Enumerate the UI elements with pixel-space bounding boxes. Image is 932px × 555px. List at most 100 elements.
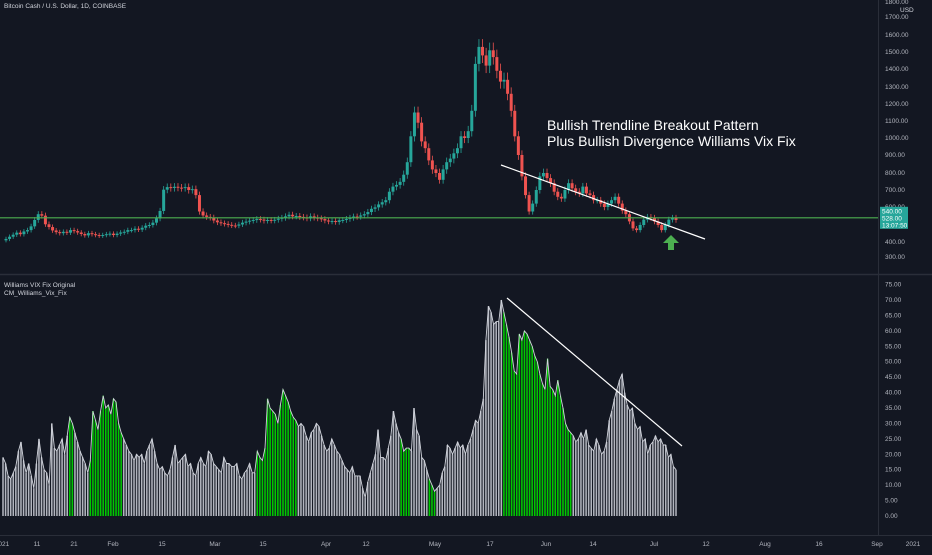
time-tick-label: 2021 <box>906 541 921 548</box>
candle-body <box>470 110 474 132</box>
candle-body <box>144 225 148 228</box>
candle-body <box>653 217 657 222</box>
candle-body <box>520 155 524 177</box>
candle-body <box>667 219 671 225</box>
candle-body <box>176 186 180 188</box>
price-tick-label: 1500.00 <box>885 49 909 56</box>
price-tick-label: 1300.00 <box>885 84 909 91</box>
candle-body <box>273 219 277 221</box>
candle-body <box>524 176 528 196</box>
candle-body <box>670 217 674 220</box>
candle-body <box>412 112 416 137</box>
vix-tick-label: 70.00 <box>885 297 902 304</box>
candle-body <box>452 153 456 159</box>
candle-body <box>477 46 481 64</box>
symbol-label: Bitcoin Cash / U.S. Dollar, 1D, COINBASE <box>4 3 127 10</box>
candle-body <box>481 46 485 56</box>
candle-body <box>230 224 234 226</box>
candle-body <box>90 233 94 235</box>
candle-body <box>15 232 19 235</box>
candle-body <box>423 141 427 149</box>
candle-body <box>362 214 366 216</box>
candle-body <box>298 216 302 217</box>
price-tick-label: 1200.00 <box>885 101 909 108</box>
candle-body <box>606 203 610 207</box>
vix-tick-label: 25.00 <box>885 436 902 443</box>
vix-tick-label: 0.00 <box>885 513 898 520</box>
candle-body <box>258 219 262 221</box>
vix-tick-label: 75.00 <box>885 282 902 289</box>
candle-body <box>577 191 581 194</box>
time-tick-label: Jul <box>650 541 659 548</box>
candle-body <box>341 219 345 221</box>
time-tick-label: 11 <box>34 541 41 548</box>
candle-body <box>459 136 463 149</box>
candle-body <box>531 203 535 212</box>
time-tick-label: 21 <box>70 541 78 548</box>
up-arrow-icon <box>663 235 679 250</box>
candle-body <box>291 214 295 217</box>
price-trendline <box>500 164 706 240</box>
candle-body <box>513 110 517 137</box>
candle-body <box>169 187 173 189</box>
vix-trendline <box>506 297 683 447</box>
candle-body <box>556 191 560 197</box>
candle-body <box>126 230 130 232</box>
price-tick-label: 1800.00 <box>885 0 909 6</box>
time-tick-label: 2021 <box>0 541 10 548</box>
time-tick-label: 15 <box>259 541 267 548</box>
candle-body <box>194 189 198 196</box>
candle-body <box>8 236 12 239</box>
time-tick-label: 17 <box>486 541 494 548</box>
candle-body <box>488 50 492 66</box>
candle-body <box>359 215 363 217</box>
candle-body <box>502 79 506 82</box>
vix-bars-group <box>2 300 677 516</box>
candle-body <box>330 221 334 223</box>
vix-tick-label: 10.00 <box>885 482 902 489</box>
candle-body <box>620 203 624 211</box>
candle-body <box>409 136 413 163</box>
price-tick-label: 1100.00 <box>885 118 908 125</box>
candle-body <box>162 189 166 211</box>
indicator-label: Williams VIX Fix Original <box>4 282 76 289</box>
candle-body <box>635 228 639 231</box>
vix-tick-label: 65.00 <box>885 312 902 319</box>
time-tick-label: Aug <box>759 541 771 548</box>
price-label-box <box>880 220 908 229</box>
time-tick-label: Jun <box>541 541 552 548</box>
candle-body <box>29 226 33 231</box>
candle-body <box>574 188 578 192</box>
candle-body <box>111 233 115 236</box>
candle-body <box>398 181 402 185</box>
candle-body <box>276 218 280 220</box>
candle-body <box>506 79 510 94</box>
candle-body <box>631 221 635 229</box>
price-tick-label: 900.00 <box>885 152 905 159</box>
price-label-text: 13:07:50 <box>882 222 908 229</box>
candle-body <box>294 216 298 217</box>
candle-body <box>613 196 617 201</box>
price-tick-label: 1700.00 <box>885 14 909 21</box>
candle-body <box>43 215 47 225</box>
price-label-box <box>880 213 908 222</box>
candle-body <box>101 235 105 237</box>
candle-body <box>22 231 26 235</box>
annotation-line-1: Bullish Trendline Breakout Pattern <box>547 117 759 133</box>
candle-body <box>154 218 158 223</box>
price-tick-label: 700.00 <box>885 187 905 194</box>
candle-body <box>638 225 642 231</box>
price-tick-label: 800.00 <box>885 170 905 177</box>
candle-body <box>61 231 65 234</box>
time-tick-label: Sep <box>871 541 883 548</box>
candle-body <box>201 211 205 216</box>
candle-body <box>269 219 273 221</box>
candle-body <box>541 173 545 177</box>
vix-tick-label: 55.00 <box>885 343 902 350</box>
candle-body <box>36 214 40 220</box>
candle-body <box>527 195 531 212</box>
candle-body <box>205 215 209 217</box>
candle-body <box>567 183 571 190</box>
candle-body <box>219 222 223 224</box>
candle-body <box>94 234 98 236</box>
